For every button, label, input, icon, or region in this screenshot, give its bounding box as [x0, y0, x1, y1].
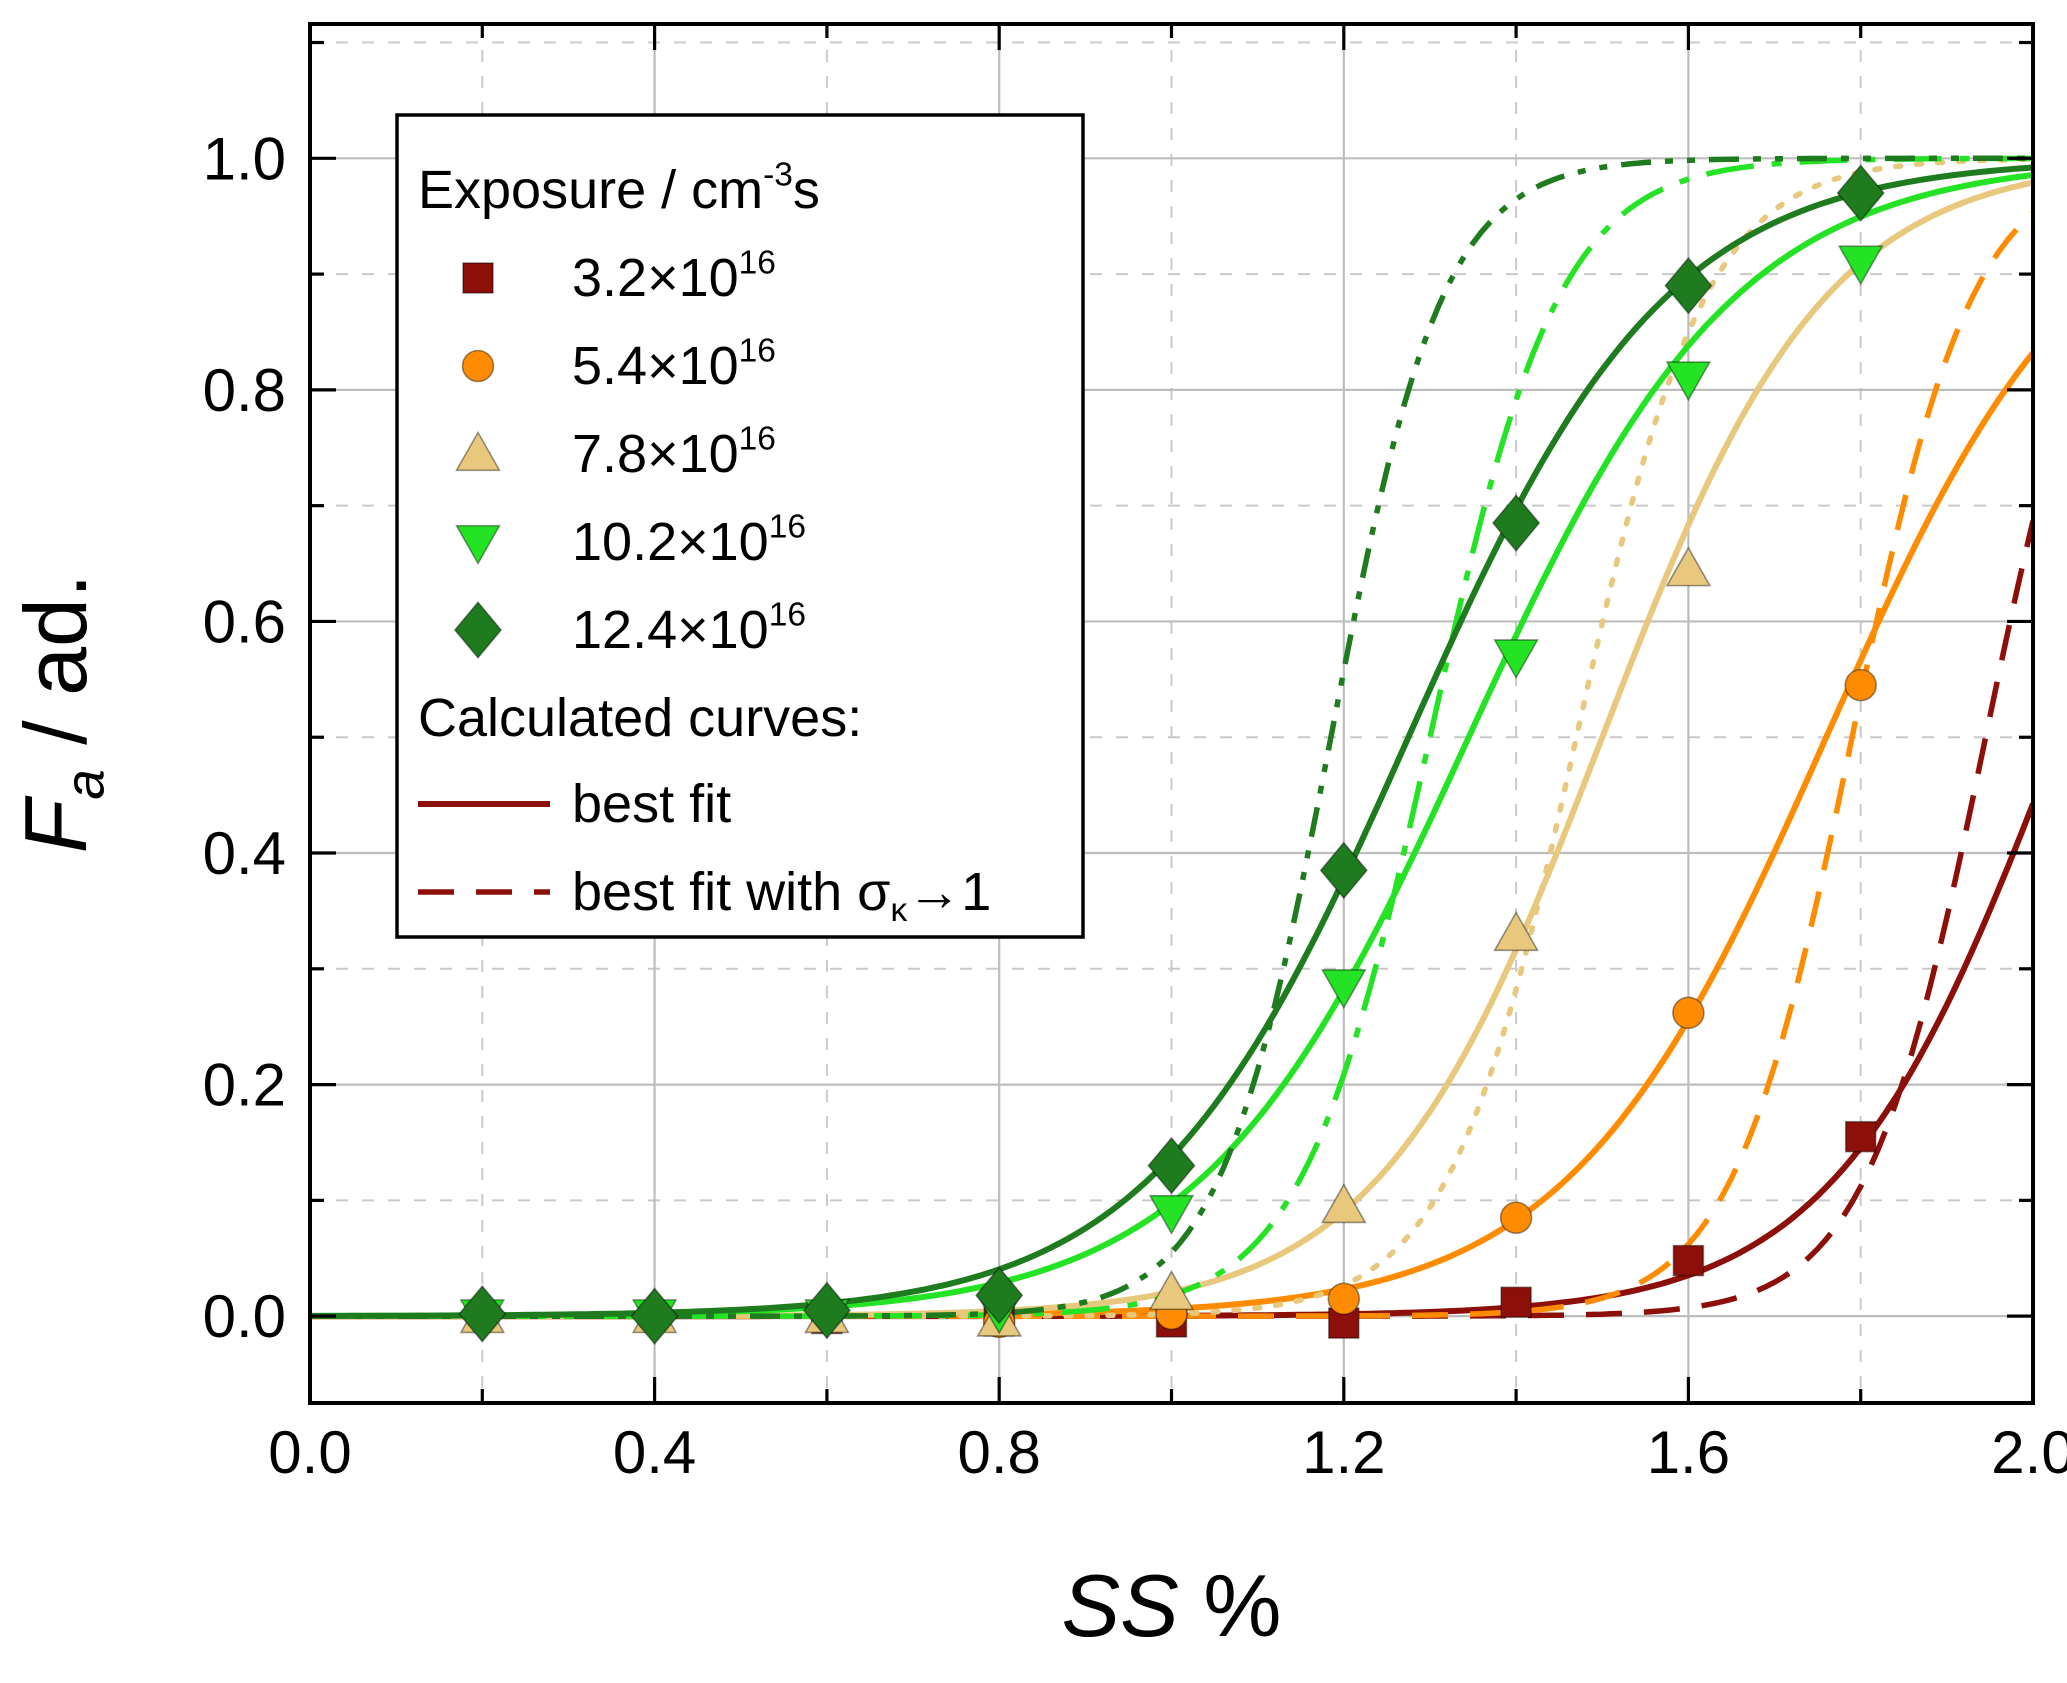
- y-tick-label: 1.0: [203, 125, 286, 192]
- legend: Exposure / cm-3s 3.2×1016 5.4×1016 7.8×1016…: [395, 113, 1085, 939]
- legend-marker-exp-7-8e16: [455, 430, 501, 472]
- legend-calculated-curves-label: Calculated curves:: [418, 688, 862, 748]
- axes-frame: [308, 22, 2035, 1405]
- y-tick-label: 0.4: [203, 820, 286, 887]
- legend-marker-exp-3-2e16: [462, 262, 494, 294]
- triangle-up-marker: [1320, 1183, 1367, 1224]
- square-marker: [1500, 1286, 1532, 1319]
- sigma-fit-curve-exp-5-4e16: [310, 211, 2033, 1319]
- legend-title: Exposure / cm-3s: [418, 156, 820, 220]
- circle-marker: [1499, 1201, 1533, 1235]
- markers-exp-12-4e16: [458, 164, 1885, 1346]
- triangle-down-marker: [1665, 361, 1712, 402]
- legend-marker-exp-12-4e16: [453, 601, 503, 659]
- legend-label-exp-3-2e16: 3.2×1016: [572, 244, 776, 308]
- x-tick-label: 2.0: [1991, 1419, 2067, 1486]
- legend-sigma-fit-label: best fit with σκ→1: [572, 862, 991, 929]
- legend-label-exp-5-4e16: 5.4×1016: [572, 332, 776, 396]
- triangle-up-marker: [1493, 910, 1539, 952]
- triangle-down-marker: [1493, 639, 1539, 680]
- legend-marker-exp-10-2e16: [455, 524, 501, 566]
- triangle-down-marker: [1320, 969, 1367, 1010]
- diamond-marker: [630, 1287, 679, 1346]
- diamond-marker: [1664, 256, 1713, 315]
- triangle-down-marker: [1148, 1194, 1195, 1236]
- diamond-marker: [1319, 841, 1368, 900]
- diamond-marker: [802, 1281, 852, 1340]
- circle-marker: [1327, 1282, 1361, 1316]
- triangle-down-marker: [1837, 245, 1884, 286]
- square-marker: [1844, 1120, 1877, 1153]
- legend-label-exp-12-4e16: 12.4×1016: [572, 596, 806, 660]
- y-tick-label: 0.2: [203, 1052, 286, 1119]
- x-tick-label: 0.0: [268, 1419, 351, 1486]
- legend-best-fit-label: best fit: [572, 774, 731, 834]
- x-tick-label: 1.2: [1302, 1419, 1385, 1486]
- x-axis-title: SS %: [1061, 1556, 1281, 1655]
- legend-box: [395, 113, 1085, 939]
- diamond-marker: [1147, 1136, 1196, 1195]
- circle-marker: [1844, 668, 1877, 702]
- diamond-marker: [1836, 164, 1885, 223]
- legend-label-exp-7-8e16: 7.8×1016: [572, 420, 776, 484]
- tick-labels: 0.0 0.4 0.8 1.2 1.6 2.0 0.0 0.2 0.4 0.6 0.8 1.0: [203, 125, 2067, 1486]
- y-axis-title: Fa / ad.: [6, 574, 116, 854]
- legend-label-exp-10-2e16: 10.2×1016: [572, 508, 806, 572]
- triangle-up-marker: [1665, 546, 1712, 587]
- y-tick-label: 0.6: [203, 588, 286, 655]
- square-marker: [1672, 1244, 1705, 1277]
- y-tick-label: 0.8: [203, 357, 286, 424]
- x-tick-label: 1.6: [1647, 1419, 1730, 1486]
- diamond-marker: [1491, 494, 1541, 553]
- diamond-marker: [975, 1266, 1024, 1325]
- x-tick-label: 0.8: [957, 1419, 1040, 1486]
- circle-marker: [1672, 996, 1705, 1030]
- y-tick-label: 0.0: [203, 1283, 286, 1350]
- triangle-up-marker: [1148, 1269, 1195, 1311]
- diamond-marker: [458, 1284, 507, 1343]
- x-tick-label: 0.4: [613, 1419, 696, 1486]
- legend-marker-exp-5-4e16: [461, 349, 495, 383]
